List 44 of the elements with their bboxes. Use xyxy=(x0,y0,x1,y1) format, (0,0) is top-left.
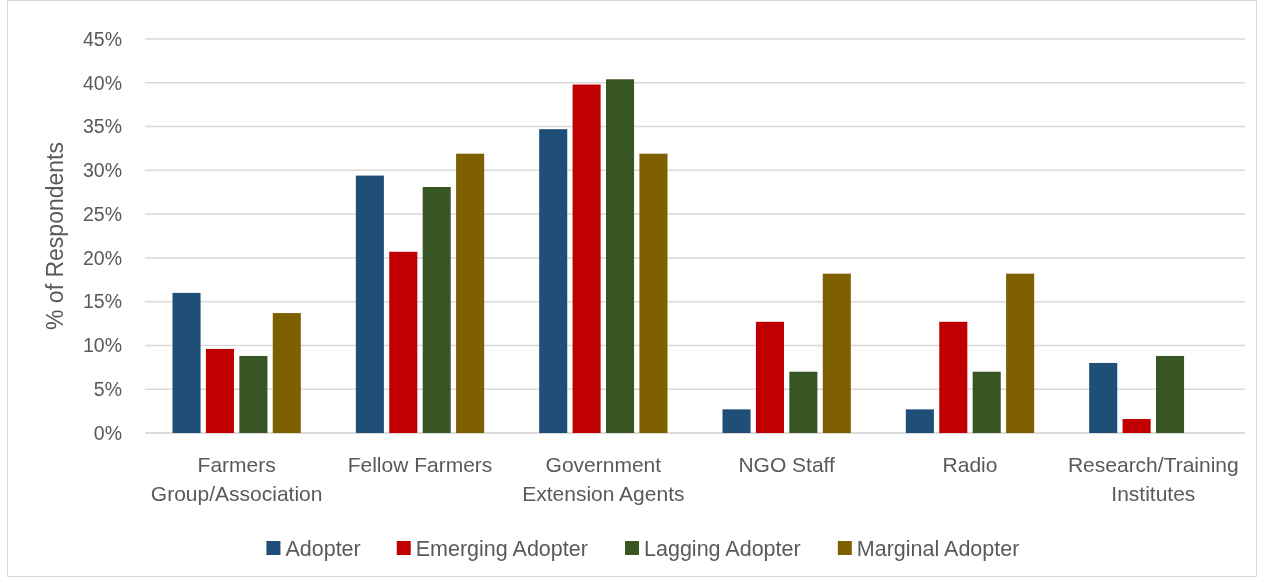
bar xyxy=(389,251,418,433)
bar xyxy=(172,292,201,433)
y-tick-label: 30% xyxy=(82,159,122,182)
y-tick-label: 35% xyxy=(82,115,122,138)
legend-label: Adopter xyxy=(285,536,361,561)
bar xyxy=(355,175,384,433)
x-tick-label: Farmers Group/Association xyxy=(150,453,323,506)
bar xyxy=(422,186,451,433)
bar xyxy=(972,371,1001,433)
x-tick-label: Government Extension Agents xyxy=(522,453,685,506)
bar xyxy=(1122,418,1151,433)
legend-label: Emerging Adopter xyxy=(415,536,588,561)
x-tick-label: NGO Staff xyxy=(738,453,836,477)
bar xyxy=(939,321,968,433)
bar xyxy=(272,313,301,433)
bar xyxy=(905,409,934,433)
bar xyxy=(606,79,635,433)
x-tick-label: Radio xyxy=(942,453,998,477)
bar xyxy=(722,409,751,433)
bar xyxy=(539,129,568,433)
bar xyxy=(1089,362,1118,433)
y-tick-label: 40% xyxy=(82,71,122,94)
y-tick-label: 5% xyxy=(93,378,122,401)
bar xyxy=(1006,273,1035,433)
bar xyxy=(822,273,851,433)
y-tick-label: 10% xyxy=(82,334,122,357)
legend-label: Marginal Adopter xyxy=(856,536,1020,561)
x-tick-label: Research/Training Institutes xyxy=(1067,453,1239,506)
bar xyxy=(789,371,818,433)
bar xyxy=(755,321,784,433)
bar xyxy=(456,153,485,433)
bar xyxy=(205,348,234,433)
bar xyxy=(572,84,601,433)
y-axis-title: % of Respondents xyxy=(42,142,68,330)
y-tick-label: 20% xyxy=(82,246,122,269)
y-tick-label: 45% xyxy=(82,27,122,50)
bar xyxy=(1156,355,1185,433)
bar xyxy=(639,153,668,433)
bar xyxy=(239,355,268,433)
x-tick-label: Fellow Farmers xyxy=(347,453,493,477)
y-tick-label: 25% xyxy=(82,202,122,225)
legend-label: Lagging Adopter xyxy=(644,536,801,561)
y-tick-label: 0% xyxy=(93,421,122,444)
y-tick-label: 15% xyxy=(82,290,122,313)
